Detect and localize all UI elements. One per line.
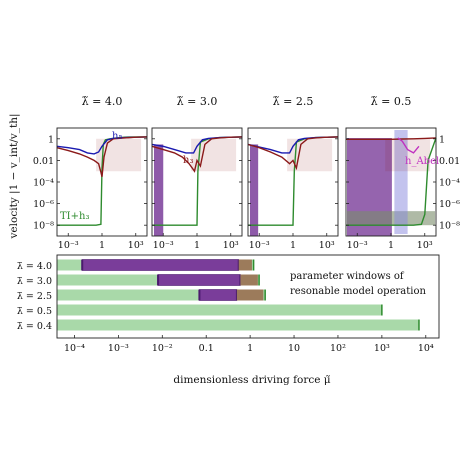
window-bar-green_light [57, 319, 419, 331]
bar-frame [56, 254, 440, 339]
window-bar-purple [157, 274, 241, 286]
y-tick-label-left: 10⁻⁸ [33, 221, 54, 232]
y-tick-label-right: 10⁻⁸ [439, 221, 460, 232]
bar-x-tick-label: 10² [330, 343, 346, 354]
window-bar-purple [81, 259, 240, 271]
legend-text-line1: parameter windows of [290, 271, 405, 282]
window-bar-brown [238, 259, 252, 271]
window-bar-green_light [57, 289, 266, 301]
parameter-window-bars: λ̃ = 4.0 λ̃ = 3.0 λ̃ = 2.5 λ̃ = 0.5 λ̃ = 0.4… [17, 254, 440, 354]
y-tick-label-left: 1 [48, 134, 54, 145]
window-bar-purple [199, 289, 238, 301]
annotation: h_Abel [405, 156, 439, 167]
x-tick-label: 10³ [417, 240, 433, 251]
y-tick-label-right: 1 [439, 134, 445, 145]
y-tick-label-left: 10⁻⁴ [33, 178, 54, 189]
bar-category-label: λ̃ = 0.5 [17, 306, 52, 317]
series-line-red [247, 136, 339, 171]
y-tick-label-left: 10⁻⁶ [33, 199, 54, 210]
bar-x-tick-label: 10³ [374, 343, 390, 354]
x-tick-label: 1 [388, 240, 394, 251]
bar-category-label: λ̃ = 2.5 [17, 291, 52, 302]
annotation: h₅ [112, 131, 122, 142]
panel-3: λ̃ = 2.5 10⁻³ 1 10³ [247, 95, 339, 251]
panel-title: λ̃ = 4.0 [82, 95, 123, 108]
annotation: h₃ [183, 155, 193, 166]
bar-x-tick-label: 1 [247, 343, 253, 354]
series-line-green [346, 137, 437, 226]
panel-2: λ̃ = 3.0 10⁻³ 1 10³ h₃ [151, 95, 243, 251]
window-bar-brown [236, 289, 264, 301]
x-tick-label: 1 [99, 240, 105, 251]
legend-text-line2: resonable model operation [290, 286, 426, 297]
y-tick-label-left: 0.01 [33, 156, 54, 167]
x-tick-label: 1 [194, 240, 200, 251]
shaded-region [347, 211, 435, 226]
bar-category-label: λ̃ = 3.0 [17, 276, 52, 287]
bar-x-tick-label: 10⁻⁴ [64, 343, 85, 354]
bar-category-label: λ̃ = 4.0 [17, 261, 52, 272]
series-line-magenta [397, 137, 420, 154]
bar-x-tick-label: 10⁻³ [108, 343, 129, 354]
annotation: TI+h₃ [60, 211, 89, 222]
panel-1: λ̃ = 4.0 10⁻³ 1 10³ 1 0.01 10⁻⁴ 10⁻⁶ 10⁻⁸ h₅ TI+h₃ [33, 95, 148, 251]
window-bar-green_light [57, 304, 382, 316]
uncertainty-band [287, 138, 333, 172]
x-tick-label: 10⁻³ [153, 240, 174, 251]
velocity-panels: λ̃ = 4.0 10⁻³ 1 10³ 1 0.01 10⁻⁴ 10⁻⁶ 10⁻⁸ h₅ TI+h₃… [33, 95, 460, 251]
window-bar-brown [240, 274, 258, 286]
panel-4: λ̃ = 0.5 10⁻³ 1 10³ 1 0.01 10⁻⁴ 10⁻⁶ 10⁻⁸ h_Abel [345, 95, 460, 251]
panel-title: λ̃ = 3.0 [177, 95, 218, 108]
y-tick-label-right: 10⁻⁶ [439, 199, 460, 210]
bar-x-tick-label: 0.1 [199, 343, 214, 354]
bar-category-label: λ̃ = 0.4 [17, 321, 52, 332]
y-axis-label: velocity |1 − v_int/v_th| [8, 113, 21, 239]
panel-title: λ̃ = 2.5 [273, 95, 314, 108]
shaded-region [394, 130, 408, 234]
series-line-red [346, 137, 437, 141]
shaded-region [153, 144, 164, 236]
series-line-red [151, 136, 243, 173]
x-tick-label: 10⁻³ [249, 240, 270, 251]
uncertainty-band [191, 138, 237, 172]
bar-x-tick-label: 10⁴ [418, 343, 434, 354]
x-tick-label: 10⁻³ [347, 240, 368, 251]
series-line-red [56, 136, 148, 177]
bar-x-tick-label: 10 [288, 343, 300, 354]
x-tick-label: 10⁻³ [58, 240, 79, 251]
bar-x-tick-label: 10⁻² [152, 343, 173, 354]
x-tick-label: 10³ [128, 240, 144, 251]
panel-title: λ̃ = 0.5 [371, 95, 412, 108]
uncertainty-band [96, 138, 142, 172]
shaded-region [249, 144, 259, 236]
y-tick-label-right: 0.01 [439, 156, 460, 167]
y-tick-label-right: 10⁻⁴ [439, 178, 460, 189]
x-tick-label: 10³ [223, 240, 239, 251]
x-tick-label: 10³ [319, 240, 335, 251]
x-tick-label: 1 [290, 240, 296, 251]
x-axis-label: dimensionless driving force μ̃ [173, 374, 330, 386]
